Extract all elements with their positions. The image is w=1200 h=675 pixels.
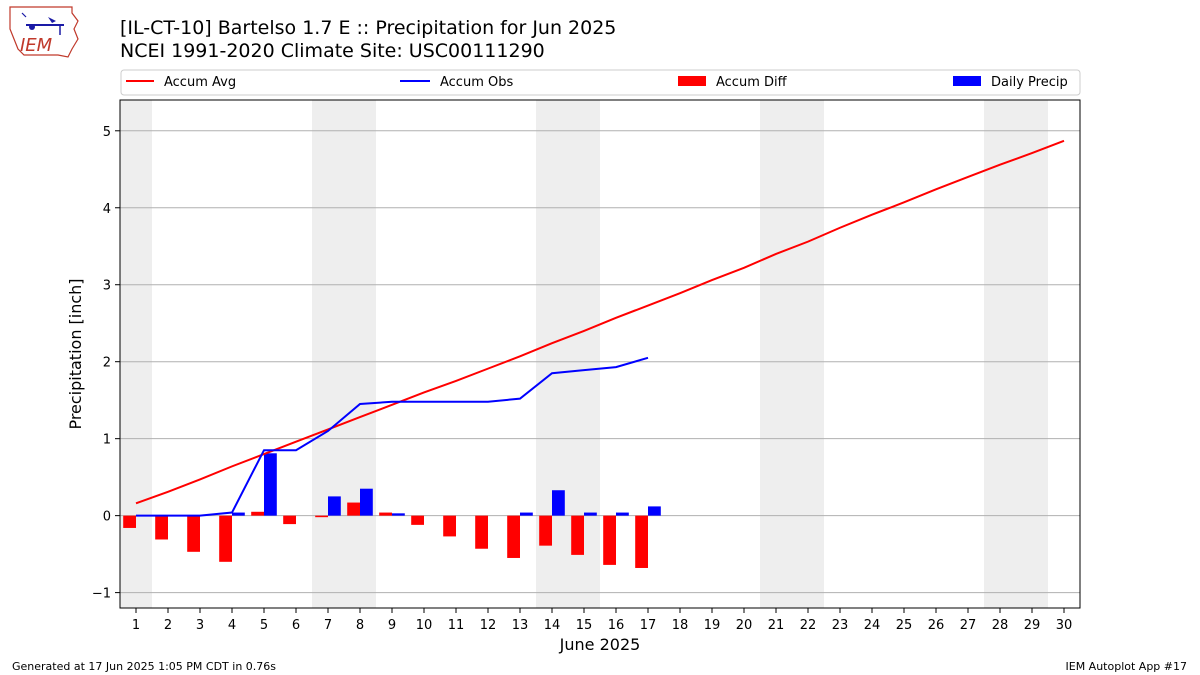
chart-subtitle: NCEI 1991-2020 Climate Site: USC00111290 [120, 40, 545, 62]
weekend-band [312, 100, 344, 608]
y-ticks: −1 0 1 2 3 4 5 [92, 125, 120, 602]
logo-text: IEM [20, 35, 53, 56]
accum-diff-bar [475, 515, 488, 549]
weekend-band [1016, 100, 1048, 608]
accum-diff-bar [251, 511, 264, 516]
y-tick-label: 5 [103, 125, 111, 140]
x-tick-label: 13 [512, 618, 529, 633]
x-axis-label: June 2025 [559, 635, 641, 654]
x-tick-label: 21 [768, 618, 785, 633]
accum-diff-bar [443, 515, 456, 537]
x-tick-label: 6 [292, 618, 300, 633]
generated-note: Generated at 17 Jun 2025 1:05 PM CDT in … [12, 660, 277, 673]
y-tick-label: 4 [103, 202, 111, 217]
grid-lines [120, 130, 1080, 594]
x-tick-label: 7 [324, 618, 332, 633]
accum-obs-line [136, 356, 649, 517]
y-axis-label: Precipitation [inch] [66, 278, 85, 429]
weekend-band [120, 100, 152, 608]
x-tick-label: 20 [736, 618, 753, 633]
weekend-band [344, 100, 376, 608]
daily-precip-bar [520, 512, 533, 516]
legend-daily-label: Daily Precip [991, 75, 1068, 90]
legend-avg-label: Accum Avg [164, 75, 236, 90]
x-tick-label: 25 [896, 618, 913, 633]
x-ticks: 1 2 3 4 5 6 7 8 9 10 11 12 13 14 15 16 17 18 19 20 21 22 23 24 2… [132, 608, 1072, 633]
x-tick-label: 15 [576, 618, 593, 633]
daily-precip-bar [552, 490, 565, 516]
accum-diff-bar [379, 512, 392, 516]
daily-precip-bar [264, 453, 277, 516]
accum-diff-bar [411, 515, 424, 525]
x-tick-label: 10 [416, 618, 433, 633]
weekend-band [760, 100, 792, 608]
app-note: IEM Autoplot App #17 [1065, 660, 1188, 673]
accum-diff-bar [635, 515, 648, 568]
accum-diff-bar [123, 515, 136, 528]
accum-diff-bar [507, 515, 520, 558]
x-tick-label: 26 [928, 618, 945, 633]
y-tick-label: 2 [103, 356, 111, 371]
daily-precip-bar [648, 506, 661, 516]
accum-diff-bar [539, 515, 552, 546]
legend-diff-label: Accum Diff [716, 75, 788, 90]
daily-precip-bar [392, 513, 405, 516]
x-tick-label: 5 [260, 618, 268, 633]
y-tick-label: 0 [103, 510, 111, 525]
daily-precip-bar [616, 512, 629, 516]
lines [135, 139, 1065, 517]
x-tick-label: 18 [672, 618, 689, 633]
x-tick-label: 16 [608, 618, 625, 633]
daily-precip-bar [232, 512, 245, 516]
x-tick-label: 29 [1024, 618, 1041, 633]
x-tick-label: 2 [164, 618, 172, 633]
y-tick-label: 3 [103, 279, 111, 294]
accum-diff-bar [347, 502, 360, 516]
accum-diff-bar [187, 515, 200, 552]
y-tick-label: 1 [103, 433, 111, 448]
x-tick-label: 8 [356, 618, 364, 633]
accum-diff-bar [571, 515, 584, 555]
iem-logo-icon: IEM [9, 6, 79, 58]
x-tick-label: 30 [1056, 618, 1073, 633]
accum-avg-line [135, 139, 1065, 505]
x-tick-label: 17 [640, 618, 657, 633]
x-tick-label: 27 [960, 618, 977, 633]
x-tick-label: 3 [196, 618, 204, 633]
daily-precip-bar [328, 496, 341, 516]
x-tick-label: 11 [448, 618, 465, 633]
legend-diff-swatch [678, 76, 706, 86]
x-tick-label: 24 [864, 618, 881, 633]
daily-precip-bar [584, 512, 597, 516]
x-tick-label: 23 [832, 618, 849, 633]
weekend-shading [120, 100, 1048, 608]
legend: Accum Avg Accum Obs Accum Diff Daily Pre… [120, 69, 1081, 96]
chart-title: [IL-CT-10] Bartelso 1.7 E :: Precipitati… [120, 17, 617, 39]
y-tick-label: −1 [92, 587, 111, 602]
x-tick-label: 14 [544, 618, 561, 633]
accum-diff-bar [603, 515, 616, 565]
plot-frame [119, 99, 1081, 609]
bars [123, 453, 661, 568]
x-tick-label: 9 [388, 618, 396, 633]
weekend-band [984, 100, 1016, 608]
accum-diff-bar [283, 515, 296, 525]
accum-diff-bar [315, 515, 328, 518]
legend-daily-swatch [953, 76, 981, 86]
accum-diff-bar [155, 515, 168, 540]
x-tick-label: 4 [228, 618, 236, 633]
iem-logo: IEM [8, 5, 82, 63]
daily-precip-bar [360, 488, 373, 516]
x-tick-label: 28 [992, 618, 1009, 633]
weekend-band [792, 100, 824, 608]
x-tick-label: 1 [132, 618, 140, 633]
accum-diff-bar [219, 515, 232, 562]
x-tick-label: 22 [800, 618, 817, 633]
x-tick-label: 19 [704, 618, 721, 633]
legend-obs-label: Accum Obs [440, 75, 513, 90]
x-tick-label: 12 [480, 618, 497, 633]
